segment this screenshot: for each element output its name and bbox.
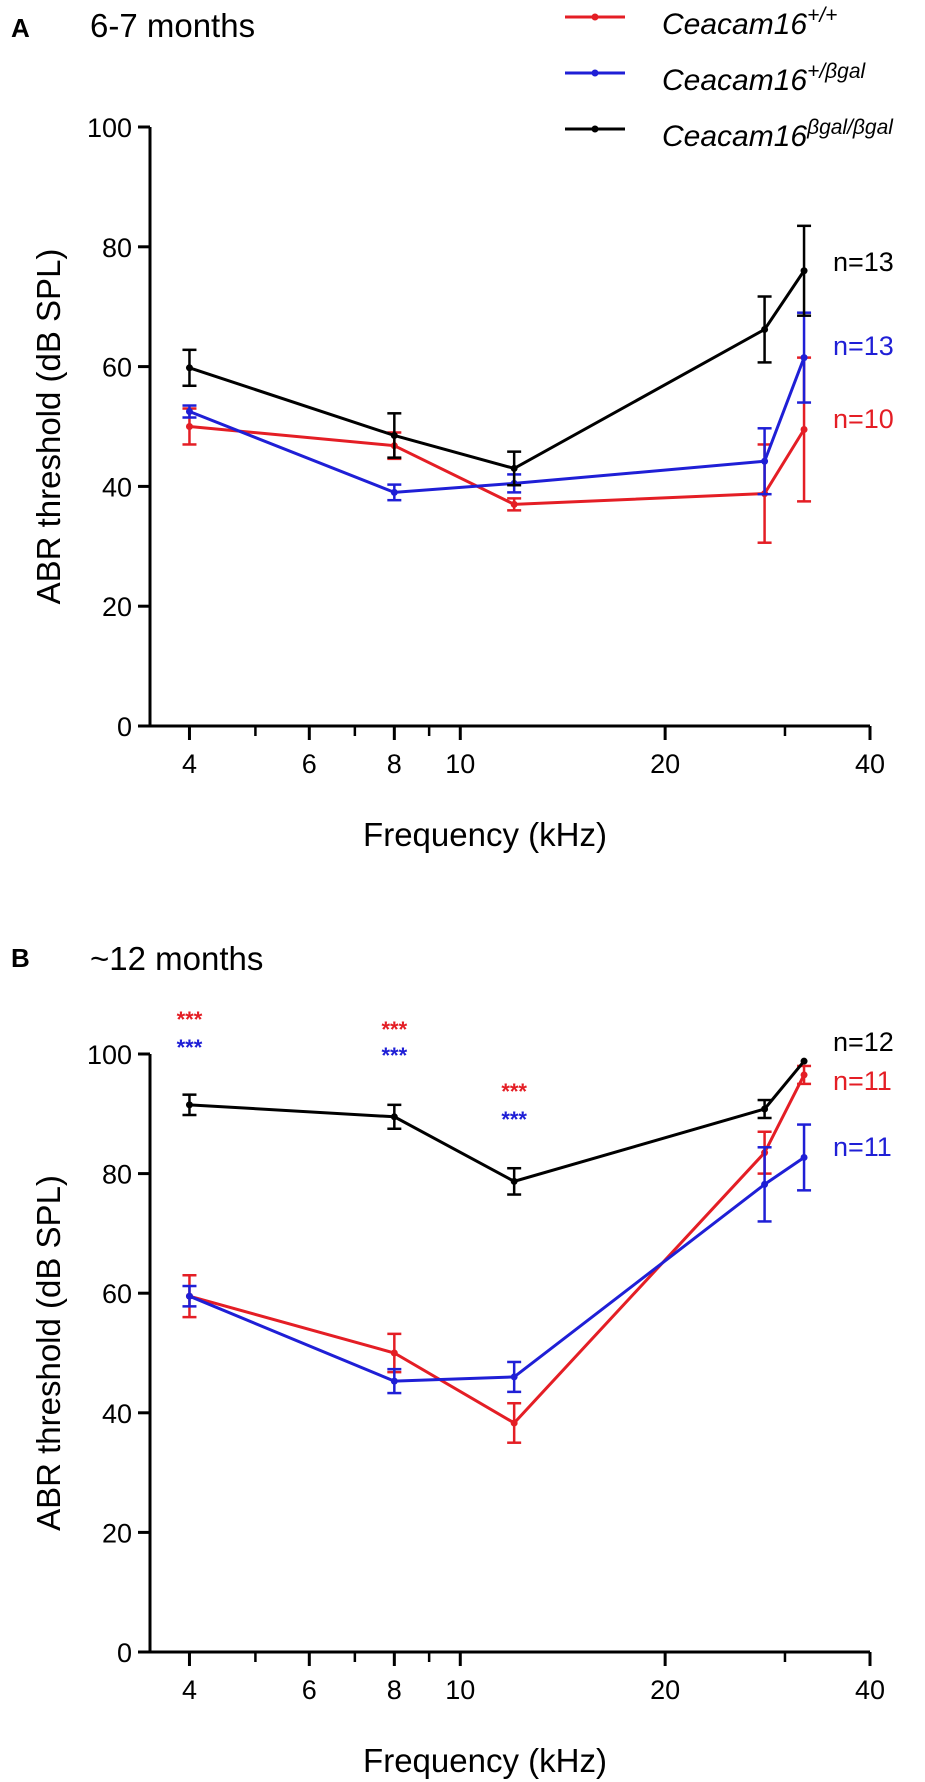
legend-marker	[592, 70, 599, 77]
x-axis-label: Frequency (kHz)	[363, 816, 607, 853]
figure: A 6-7 months0204060801004 6 8 10 20 40Frequenc…	[0, 0, 925, 1782]
x-tick-label: 6	[302, 1675, 317, 1705]
data-point	[761, 326, 768, 333]
y-tick-label: 100	[87, 1040, 132, 1070]
x-tick-label: 40	[855, 749, 885, 779]
significance-marker: ***	[501, 1079, 527, 1104]
x-tick-label: 10	[445, 1675, 475, 1705]
series-1	[182, 1125, 811, 1394]
data-point	[511, 1373, 518, 1380]
y-tick-label: 100	[87, 113, 132, 143]
y-tick-label: 60	[102, 1279, 132, 1309]
n-label: n=11	[833, 1066, 892, 1096]
data-point	[801, 354, 808, 361]
significance-marker: ***	[177, 1007, 203, 1032]
x-tick-label: 20	[650, 1675, 680, 1705]
n-label: n=10	[833, 404, 894, 434]
x-tick-label: 8	[387, 1675, 402, 1705]
series-0	[182, 358, 811, 543]
legend-entry: Ceacam16βgal/βgal	[565, 116, 894, 153]
series-line	[189, 1061, 804, 1181]
series-2	[182, 1058, 807, 1195]
y-tick-label: 20	[102, 592, 132, 622]
x-tick-label: 8	[387, 749, 402, 779]
series-line	[189, 358, 804, 493]
data-point	[186, 423, 193, 430]
data-point	[511, 501, 518, 508]
data-point	[511, 1178, 518, 1185]
series-line	[189, 1157, 804, 1381]
legend-marker	[592, 14, 599, 21]
data-point	[801, 1154, 808, 1161]
data-point	[511, 1419, 518, 1426]
data-point	[801, 267, 808, 274]
legend-label: Ceacam16βgal/βgal	[662, 116, 894, 153]
data-point	[761, 458, 768, 465]
y-tick-label: 20	[102, 1518, 132, 1548]
y-tick-label: 0	[117, 1638, 132, 1668]
data-point	[391, 432, 398, 439]
legend-entry: Ceacam16+/+	[565, 4, 837, 41]
x-tick-label: 20	[650, 749, 680, 779]
legend-entry: Ceacam16+/βgal	[565, 60, 867, 97]
y-tick-label: 0	[117, 712, 132, 742]
data-point	[186, 408, 193, 415]
data-point	[801, 1071, 808, 1078]
y-axis-label: ABR threshold (dB SPL)	[30, 1175, 67, 1531]
panel-letter: A	[11, 13, 30, 43]
y-tick-label: 80	[102, 1160, 132, 1190]
series-line	[189, 271, 804, 469]
legend-label: Ceacam16+/βgal	[662, 60, 867, 97]
series-1	[182, 313, 811, 500]
significance-marker: ***	[501, 1107, 527, 1132]
x-axis-label: Frequency (kHz)	[363, 1742, 607, 1779]
significance-marker: ***	[381, 1043, 407, 1068]
data-point	[391, 1113, 398, 1120]
series-line	[189, 1075, 804, 1423]
panel-title: 6-7 months	[90, 7, 255, 44]
data-point	[186, 1293, 193, 1300]
legend-marker	[592, 126, 599, 133]
data-point	[801, 426, 808, 433]
x-tick-label: 40	[855, 1675, 885, 1705]
x-tick-label: 6	[302, 749, 317, 779]
x-tick-label: 4	[182, 1675, 197, 1705]
panel-b: B ~12 months 0 20 40 60 80 100 4 6 8 10 20 40 Frequenc…	[11, 940, 894, 1779]
significance-marker: ***	[177, 1035, 203, 1060]
y-tick-label: 40	[102, 1399, 132, 1429]
y-tick-label: 60	[102, 353, 132, 383]
y-axis-label: ABR threshold (dB SPL)	[30, 249, 67, 605]
n-label: n=13	[833, 331, 894, 361]
x-tick-label: 10	[445, 749, 475, 779]
panel-letter: B	[11, 943, 30, 973]
data-point	[391, 1350, 398, 1357]
n-label: n=12	[833, 1027, 894, 1057]
n-label: n=13	[833, 247, 894, 277]
data-point	[186, 1101, 193, 1108]
data-point	[801, 1058, 808, 1065]
panel-title: ~12 months	[90, 940, 263, 977]
data-point	[391, 1378, 398, 1385]
significance-marker: ***	[381, 1017, 407, 1042]
panel-a: A 6-7 months 0 20 40 60 80 100 4 6 8 10 20 40 Frequenc…	[11, 4, 894, 853]
data-point	[761, 1106, 768, 1113]
y-tick-label: 80	[102, 233, 132, 263]
data-point	[186, 364, 193, 371]
data-point	[761, 1181, 768, 1188]
data-point	[511, 465, 518, 472]
data-point	[391, 489, 398, 496]
y-tick-label: 40	[102, 472, 132, 502]
legend-label: Ceacam16+/+	[662, 4, 837, 41]
x-tick-label: 4	[182, 749, 197, 779]
n-label: n=11	[833, 1132, 892, 1162]
